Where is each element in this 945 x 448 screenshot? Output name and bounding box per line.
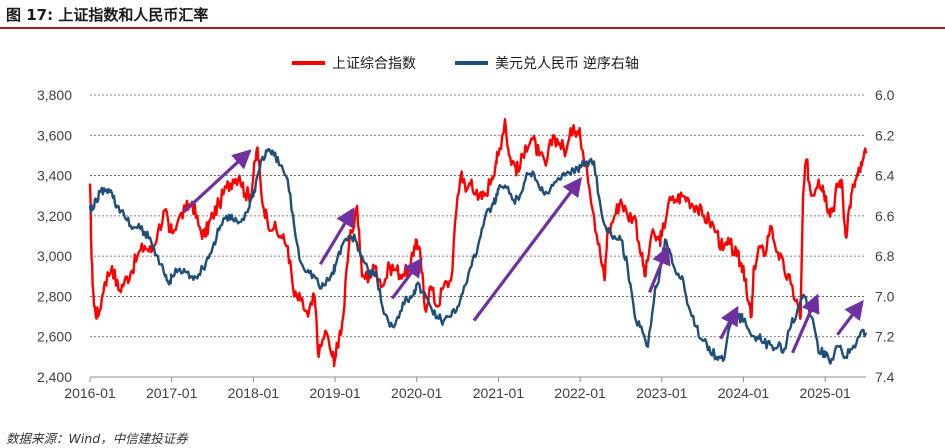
- x-tick-label: 2025-01: [799, 385, 851, 401]
- y-left-tick-label: 2,800: [37, 288, 72, 304]
- y-right-tick-label: 6.2: [875, 127, 895, 143]
- y-left-tick-label: 3,600: [37, 127, 72, 143]
- trend-arrow: [390, 257, 423, 300]
- legend: 上证综合指数 美元兑人民币 逆序右轴: [292, 55, 639, 71]
- y-right-tick-label: 6.0: [875, 87, 895, 103]
- y-right-tick-label: 6.8: [875, 248, 895, 264]
- sse-index-line: [88, 118, 868, 368]
- trend-arrow: [318, 207, 355, 266]
- legend-sse-label: 上证综合指数: [332, 55, 416, 71]
- trend-arrow: [836, 299, 864, 336]
- legend-usdcny-label: 美元兑人民币 逆序右轴: [495, 55, 639, 71]
- x-tick-label: 2020-01: [391, 385, 443, 401]
- y-right-tick-label: 6.6: [875, 208, 895, 224]
- y-right-tick-label: 7.4: [875, 369, 895, 385]
- y-left-tick-label: 3,000: [37, 248, 72, 264]
- trend-arrows: [182, 149, 864, 354]
- x-tick-label: 2016-01: [64, 385, 116, 401]
- trend-arrow: [472, 177, 583, 322]
- title-divider: [0, 27, 945, 29]
- x-tick-label: 2021-01: [473, 385, 525, 401]
- y-right-tick-label: 7.0: [875, 288, 895, 304]
- y-left-tick-label: 3,200: [37, 208, 72, 224]
- x-tick-label: 2023-01: [636, 385, 688, 401]
- trend-arrow: [791, 293, 820, 354]
- y-left-tick-label: 3,800: [37, 87, 72, 103]
- trend-arrow: [719, 305, 739, 340]
- figure-title: 图 17: 上证指数和人民币汇率: [6, 6, 209, 24]
- series-lines: [88, 118, 868, 368]
- source-note: 数据来源：Wind，中信建投证券: [6, 431, 188, 446]
- x-tick-label: 2024-01: [718, 385, 770, 401]
- y-left-tick-label: 2,400: [37, 369, 72, 385]
- gridlines: [90, 94, 866, 338]
- trend-arrow: [182, 149, 252, 214]
- line-chart: 2,400 2,600 2,800 3,000 3,200 3,400 3,600 3,800…: [37, 55, 895, 401]
- y-right-tick-label: 6.4: [875, 168, 895, 184]
- y-left-tick-label: 3,400: [37, 168, 72, 184]
- axes: 2,400 2,600 2,800 3,000 3,200 3,400 3,600 3,800…: [37, 87, 895, 401]
- x-tick-label: 2018-01: [228, 385, 280, 401]
- x-tick-label: 2022-01: [554, 385, 606, 401]
- y-right-tick-label: 7.2: [875, 329, 895, 345]
- trend-arrow: [648, 245, 671, 294]
- x-tick-label: 2019-01: [309, 385, 361, 401]
- y-left-tick-label: 2,600: [37, 329, 72, 345]
- x-tick-label: 2017-01: [146, 385, 198, 401]
